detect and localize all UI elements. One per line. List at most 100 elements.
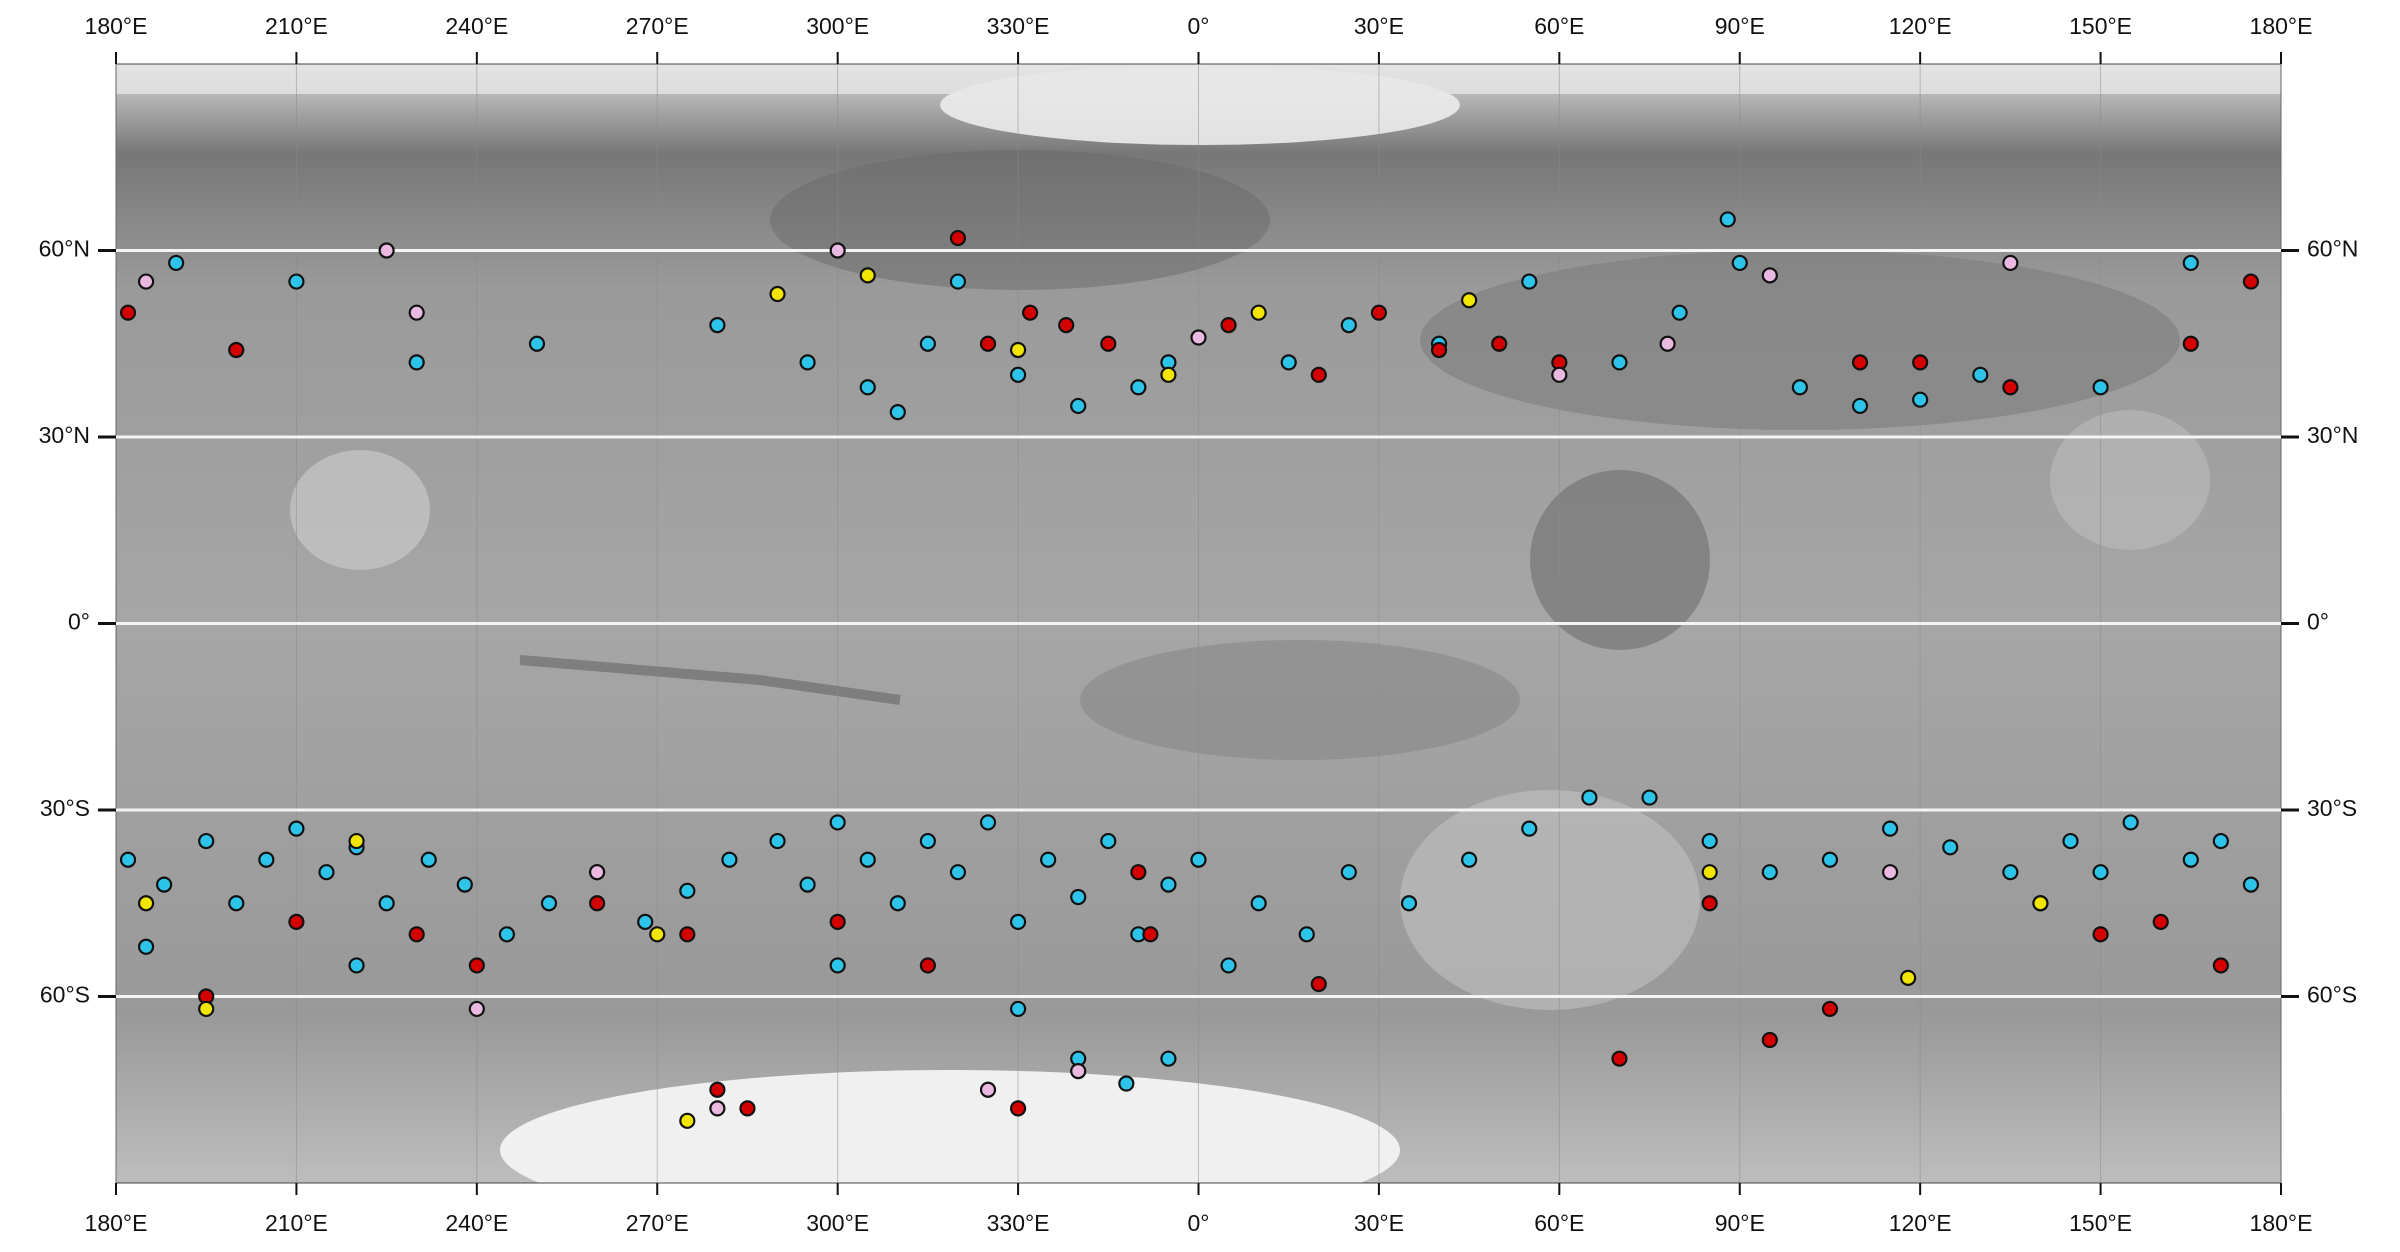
site-point [919, 957, 936, 974]
site-point [1761, 267, 1778, 284]
site-point [288, 820, 305, 837]
x-tick-label: 180°E [2250, 1210, 2313, 1236]
site-point [1298, 926, 1315, 943]
x-tick-label: 90°E [1715, 13, 1765, 39]
site-point [1400, 895, 1418, 912]
site-point [1491, 335, 1508, 352]
point-group [137, 242, 2019, 1117]
x-tick-label: 30°E [1354, 13, 1404, 39]
site-point [949, 229, 967, 247]
site-point [456, 876, 473, 893]
site-point [829, 957, 846, 974]
site-point [2002, 254, 2019, 272]
site-point [949, 864, 967, 881]
site-point [1430, 341, 1448, 359]
site-point [829, 814, 846, 831]
site-point [1022, 304, 1039, 321]
y-tick-label: 60°N [2307, 236, 2358, 262]
site-point [589, 864, 606, 881]
site-point [1070, 1062, 1087, 1080]
site-point [1190, 329, 1207, 346]
site-point [889, 404, 906, 421]
site-point [2182, 851, 2199, 868]
site-point [1521, 273, 1538, 290]
site-point [709, 1081, 726, 1098]
site-point [1009, 341, 1027, 359]
x-tick-label: 270°E [626, 13, 689, 39]
site-point [709, 317, 726, 334]
x-tick-label: 180°E [85, 1210, 148, 1236]
site-point [1009, 1100, 1027, 1117]
y-tick-label: 60°S [2307, 982, 2357, 1008]
site-point [1100, 335, 1117, 352]
site-point [408, 926, 425, 943]
site-point [156, 876, 173, 893]
site-point [1731, 254, 1748, 272]
site-point [2182, 335, 2199, 352]
site-point [1881, 820, 1899, 837]
x-tick-label: 0° [1188, 1210, 1210, 1236]
y-tick-label: 30°N [39, 422, 90, 448]
site-point [769, 285, 786, 303]
site-point [468, 1000, 485, 1018]
site-point [1611, 1050, 1628, 1067]
site-point [1900, 969, 1917, 986]
site-point [1671, 304, 1688, 321]
x-tick-label: 180°E [2250, 13, 2313, 39]
site-point [258, 851, 275, 868]
site-point [198, 832, 215, 850]
site-point [1340, 317, 1357, 334]
x-tick-label: 300°E [806, 1210, 869, 1236]
y-tick-label: 0° [2307, 609, 2329, 635]
y-tick-label: 30°N [2307, 422, 2358, 448]
site-point [1912, 354, 1929, 371]
site-point [1250, 304, 1267, 321]
site-point [589, 895, 606, 912]
site-point [859, 267, 876, 284]
site-point [1070, 397, 1087, 415]
site-point [769, 832, 786, 850]
y-tick-label: 0° [68, 609, 90, 635]
site-point [2092, 379, 2109, 396]
site-point [119, 851, 137, 868]
site-point [1461, 851, 1478, 868]
site-point [649, 926, 666, 943]
site-point [679, 926, 696, 943]
site-point [1551, 366, 1568, 383]
site-point [1821, 851, 1839, 868]
site-point [889, 895, 906, 912]
site-point [1791, 379, 1808, 396]
site-point [408, 304, 425, 321]
site-point [2062, 832, 2079, 850]
site-point [2152, 913, 2169, 931]
site-point [1040, 851, 1057, 868]
x-tick-label: 60°E [1534, 13, 1584, 39]
site-point [1942, 839, 1959, 856]
site-point [1340, 864, 1357, 881]
site-point [2032, 895, 2049, 912]
site-point [1701, 864, 1718, 881]
site-point [1220, 957, 1237, 974]
site-point [1280, 354, 1297, 371]
site-point [1972, 366, 1989, 383]
site-point [799, 354, 816, 371]
site-point [228, 895, 245, 912]
site-point [137, 273, 155, 290]
site-point [859, 851, 876, 868]
site-point [498, 926, 516, 943]
site-point [2002, 379, 2019, 396]
x-tick-label: 330°E [987, 13, 1050, 39]
site-point [1719, 211, 1736, 228]
site-point [1130, 864, 1147, 881]
site-point [679, 882, 696, 899]
site-point [637, 913, 654, 931]
site-point [979, 814, 997, 831]
site-point [949, 273, 967, 290]
site-point [1912, 391, 1929, 408]
y-tick-label: 30°S [2307, 795, 2357, 821]
site-point [528, 335, 546, 352]
x-tick-label: 330°E [987, 1210, 1050, 1236]
site-point [1009, 366, 1027, 383]
x-tick-label: 150°E [2069, 1210, 2132, 1236]
